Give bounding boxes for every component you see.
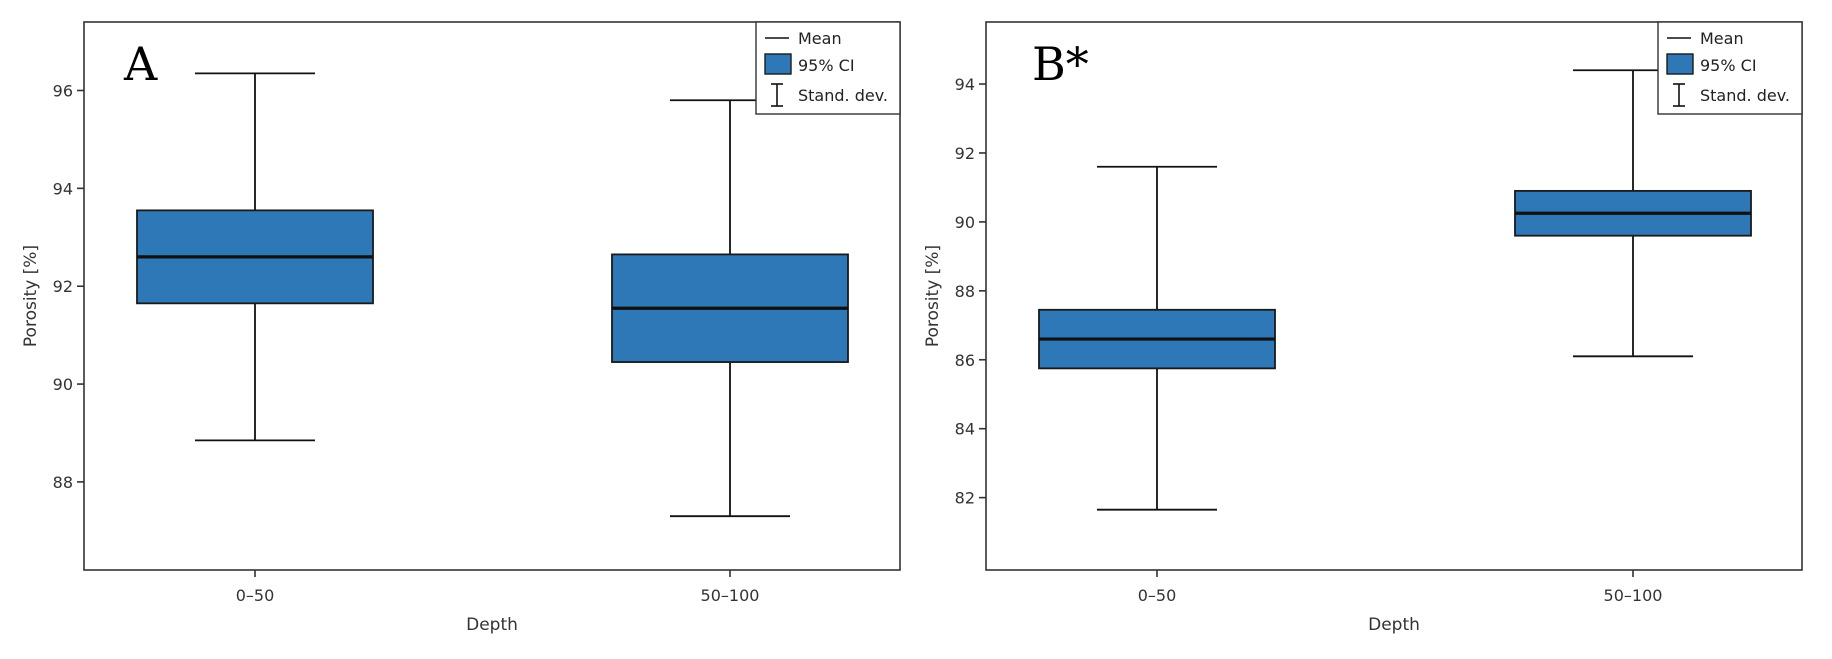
x-tick-label: 50–100 xyxy=(701,586,760,605)
box-group-0 xyxy=(1038,165,1276,511)
legend-ci-swatch xyxy=(1666,53,1694,75)
panel-b: 82 84 86 88 90 92 94 0–50 50–100 Depth Porosity [%… xyxy=(923,21,1803,635)
box-group-1 xyxy=(611,99,849,518)
legend-ci-label: 95% CI xyxy=(1700,56,1757,75)
y-tick-label: 90 xyxy=(955,213,975,232)
legend-mean-label: Mean xyxy=(798,29,842,48)
legend: Mean 95% CI Stand. dev. xyxy=(1657,21,1803,115)
y-axis-title: Porosity [%] xyxy=(923,245,943,347)
y-tick-label: 86 xyxy=(955,351,975,370)
y-tick-label: 94 xyxy=(53,179,73,198)
plot-frame xyxy=(985,21,1803,571)
legend-mean-label: Mean xyxy=(1700,29,1744,48)
legend: Mean 95% CI Stand. dev. xyxy=(755,21,901,115)
y-tick-label: 96 xyxy=(53,82,73,101)
panel-label: B* xyxy=(1032,37,1089,91)
x-axis-title: Depth xyxy=(1368,615,1420,635)
y-tick-label: 84 xyxy=(955,420,975,439)
x-tick-label: 50–100 xyxy=(1604,586,1663,605)
plot-frame xyxy=(83,21,901,571)
y-tick-label: 92 xyxy=(53,277,73,296)
panel-label: A xyxy=(123,37,158,91)
y-tick-label: 88 xyxy=(53,473,73,492)
legend-sd-label: Stand. dev. xyxy=(798,86,888,105)
x-axis-title: Depth xyxy=(466,615,518,635)
x-tick-label: 0–50 xyxy=(236,586,275,605)
legend-sd-label: Stand. dev. xyxy=(1700,86,1790,105)
y-tick-label: 94 xyxy=(955,75,975,94)
y-tick-label: 92 xyxy=(955,144,975,163)
box-group-0 xyxy=(136,72,374,442)
legend-ci-swatch xyxy=(764,53,792,75)
panel-a: 88 90 92 94 96 0–50 50–100 Depth Porosity [%] A Me… xyxy=(21,21,901,635)
box-group-1 xyxy=(1514,69,1752,358)
y-tick-label: 82 xyxy=(955,489,975,508)
x-tick-label: 0–50 xyxy=(1138,586,1177,605)
y-tick-label: 90 xyxy=(53,375,73,394)
legend-ci-label: 95% CI xyxy=(798,56,855,75)
y-axis-title: Porosity [%] xyxy=(21,245,41,347)
y-tick-label: 88 xyxy=(955,282,975,301)
